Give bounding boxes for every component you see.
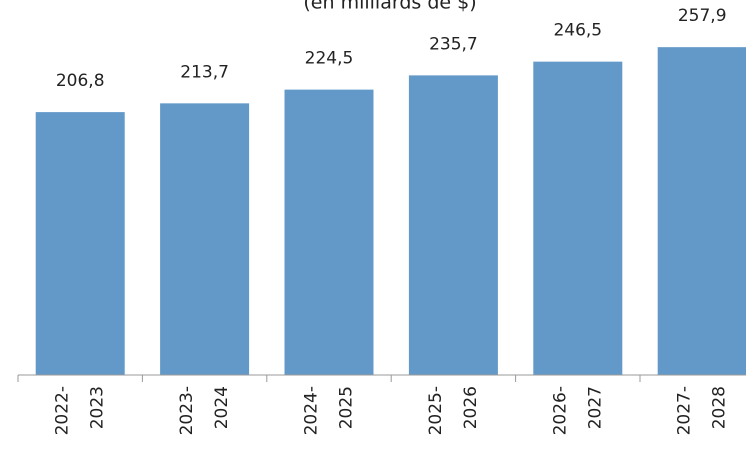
x-tick-label: 2022- [53, 386, 73, 435]
chart-subtitle: (en milliards de $) [303, 0, 476, 14]
bar [160, 103, 250, 375]
bar [533, 61, 623, 376]
data-label: 224,5 [305, 49, 354, 69]
x-tick-label: 2028 [710, 386, 730, 429]
data-label: 257,9 [678, 6, 727, 26]
x-tick-label: 2025 [337, 386, 357, 429]
data-label: 235,7 [429, 34, 478, 54]
bar [284, 89, 374, 375]
x-tick-label: 2024 [212, 386, 232, 429]
bar [408, 75, 498, 376]
bar [35, 112, 125, 375]
bar [657, 47, 746, 376]
x-tick-label: 2025- [426, 386, 446, 435]
x-tick-label: 2023- [177, 386, 197, 435]
x-tick-label: 2026 [461, 386, 481, 429]
x-tick-label: 2027- [675, 386, 695, 435]
x-tick-label: 2024- [302, 386, 322, 435]
x-tick-label: 2026- [550, 386, 570, 435]
data-label: 206,8 [56, 71, 105, 91]
data-label: 246,5 [553, 21, 602, 41]
x-tick-label: 2027 [585, 386, 605, 429]
x-tick-label: 2023 [88, 386, 108, 429]
data-label: 213,7 [180, 62, 229, 82]
